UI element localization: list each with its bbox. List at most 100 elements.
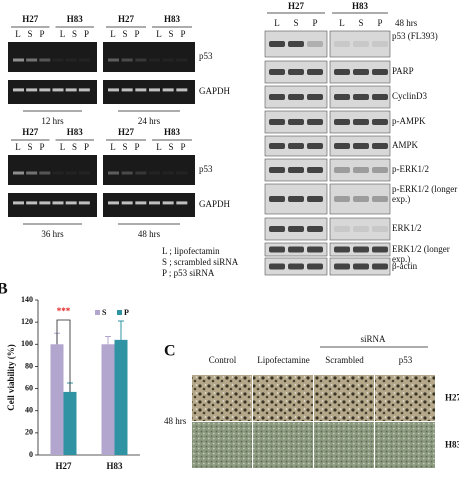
blot-band [334,226,350,232]
blot-label: CyclinD3 [392,91,427,101]
label: 12 hrs [41,116,64,126]
blot-band [372,226,388,232]
band [52,201,64,205]
band [176,58,188,62]
label: 36 hrs [41,229,64,239]
y-tick-label: 60 [25,383,33,392]
blot [329,158,391,182]
blot-band [269,246,285,253]
label: P [134,29,139,39]
x-tick-label: H83 [106,461,123,471]
label: P [84,29,89,39]
label: H83 [445,440,459,450]
blot-band [269,41,285,47]
label: L [60,29,66,39]
band [135,171,147,175]
y-tick-label: 80 [25,361,33,370]
blot-band [372,119,388,125]
bar [101,344,115,455]
label: P ; p53 siRNA [162,268,215,278]
blot-band [288,143,304,149]
gel [103,80,195,104]
label: S ; scrambled siRNA [162,257,239,267]
blot-band [288,263,304,270]
blot-band [307,41,323,47]
band [108,58,119,62]
band [13,171,24,175]
blot-label-box: p-ERK1/2 [392,164,429,174]
label: siRNA [360,334,386,344]
y-tick-label: 0 [29,450,33,459]
label: S [358,18,363,28]
micrograph [314,375,374,421]
blot-label-box: CyclinD3 [392,91,427,101]
micrograph [314,422,374,468]
y-axis-label: Cell viability (%) [6,344,16,411]
blot-band [334,263,350,270]
label: 24 hrs [138,116,161,126]
label: p53 [199,51,213,61]
band [52,58,64,62]
blot-label: β-actin [392,260,418,271]
blot-band [269,167,285,173]
legend-label: P [124,308,129,317]
significance: *** [57,306,71,316]
blot [329,183,391,215]
band [108,88,119,92]
blot-label: p-ERK1/2 [392,164,429,174]
blot-label: p-AMPK [392,116,426,126]
label: S [293,18,298,28]
blot-band [269,226,285,232]
blot-band [269,94,285,100]
band [108,201,119,205]
label: S [72,29,77,39]
label: Control [209,355,237,365]
band [26,171,38,175]
micrograph [253,375,313,421]
band [65,58,77,62]
label: L [15,29,21,39]
label: S [168,29,173,39]
blot-band [372,143,388,149]
label: S [72,142,77,152]
error-bar [118,320,124,340]
blot [329,30,391,58]
legend-label: S [102,308,107,317]
band [52,88,64,92]
blot-band [288,167,304,173]
blot-band [334,167,350,173]
micrograph [253,422,313,468]
y-tick-label: 100 [21,339,33,348]
blot-band [334,143,350,149]
band [78,88,90,92]
blot-band [307,246,323,253]
band [108,171,119,175]
micrograph [375,375,435,421]
y-tick-label: 120 [21,317,33,326]
band [78,171,90,175]
blot-band [334,196,350,202]
blot-band [372,69,388,75]
band [65,201,77,205]
blot-band [353,41,369,47]
band [39,201,51,205]
label: L [60,142,66,152]
label: P [39,142,44,152]
label: S [27,142,32,152]
label: L [110,29,116,39]
blot-label-box: β-actin [392,260,418,271]
blot-band [372,246,388,253]
band [121,201,133,205]
blot-label: p-ERK1/2 (longer exp.) [392,184,458,204]
blot-band [288,196,304,202]
band [135,88,147,92]
label: L ; lipofectamin [162,246,220,256]
band [135,201,147,205]
blot-band [269,69,285,75]
band [65,88,77,92]
blot-band [353,246,369,253]
y-tick-label: 140 [21,295,33,304]
label: H27 [118,127,135,137]
band [13,201,24,205]
